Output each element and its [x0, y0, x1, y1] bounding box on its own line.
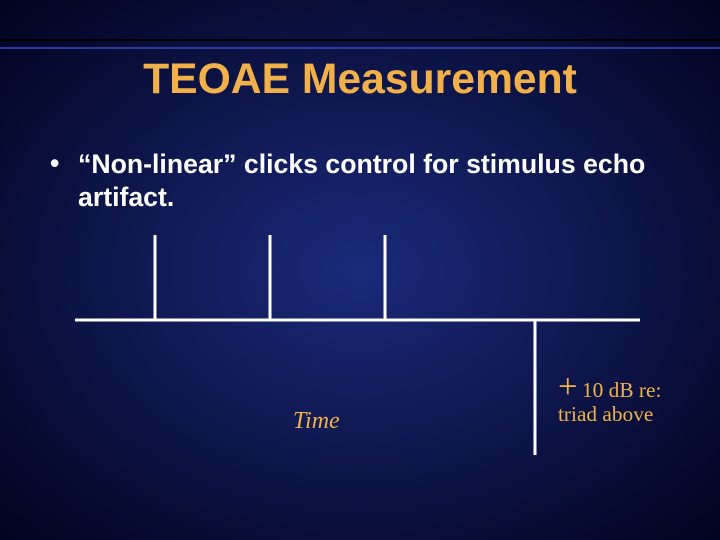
bullet-marker: •	[50, 148, 59, 179]
annotation-line1: 10 dB re:	[582, 380, 661, 401]
bullet-text: “Non-linear” clicks control for stimulus…	[78, 148, 670, 215]
slide: TEOAE Measurement • “Non-linear” clicks …	[0, 0, 720, 540]
time-axis-label: Time	[293, 408, 340, 435]
page-title: TEOAE Measurement	[0, 55, 720, 104]
annotation-plus: +	[558, 370, 578, 405]
annotation-line2: triad above	[558, 404, 653, 425]
